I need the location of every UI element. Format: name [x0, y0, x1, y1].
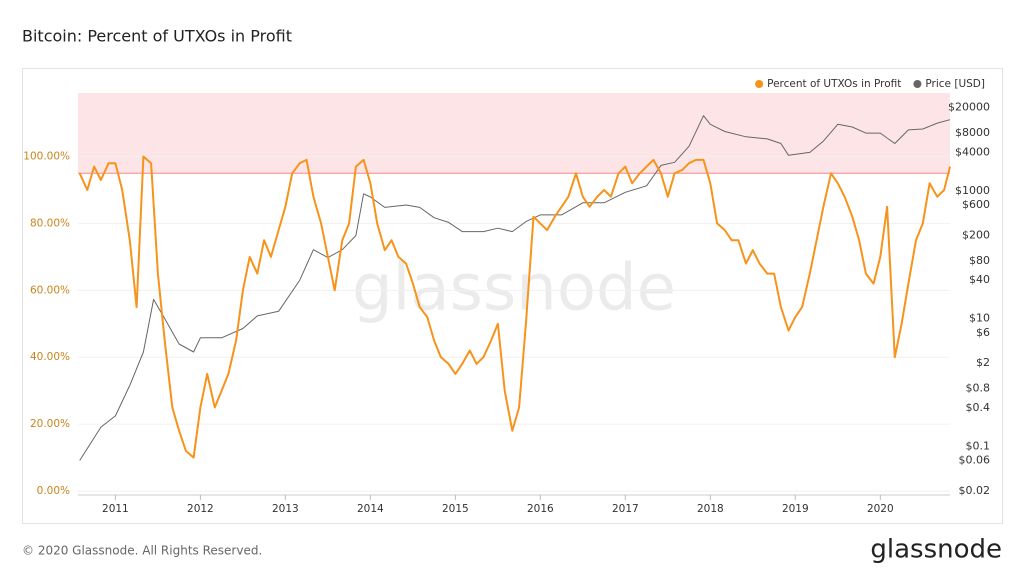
y2-tick-label: $0.02 [959, 484, 991, 497]
y-tick-label: 40.00% [30, 351, 70, 363]
y2-tick-label: $0.4 [966, 401, 991, 414]
x-tick-label: 2013 [272, 503, 299, 515]
y2-tick-label: $2 [976, 356, 990, 369]
y-tick-label: 20.00% [30, 418, 70, 430]
brand-logo: glassnode [870, 535, 1002, 565]
y2-tick-label: $8000 [955, 126, 990, 139]
y2-tick-label: $40 [969, 273, 990, 286]
y2-tick-label: $20000 [948, 101, 990, 114]
y2-tick-label: $200 [962, 228, 990, 241]
y-tick-label: 60.00% [30, 284, 70, 296]
legend-swatch [755, 80, 764, 88]
y2-tick-label: $0.8 [966, 382, 991, 395]
y-tick-label: 100.00% [23, 151, 70, 163]
x-tick-label: 2012 [187, 503, 214, 515]
y2-tick-label: $6 [976, 326, 990, 339]
y2-tick-label: $600 [962, 198, 990, 211]
legend-label: Percent of UTXOs in Profit [767, 78, 901, 90]
x-tick-label: 2020 [867, 503, 894, 515]
y2-tick-label: $0.06 [959, 454, 991, 467]
x-tick-label: 2018 [697, 503, 724, 515]
watermark: glassnode [352, 252, 676, 326]
y2-tick-label: $0.1 [966, 439, 991, 452]
legend-swatch [913, 80, 922, 88]
x-tick-label: 2014 [357, 503, 384, 515]
line-series [78, 155, 951, 459]
y2-tick-label: $80 [969, 254, 990, 267]
x-tick-label: 2011 [102, 503, 129, 515]
legend-label: Price [USD] [925, 78, 985, 90]
highlight-band [78, 93, 950, 174]
line-series [79, 115, 951, 461]
x-tick-label: 2019 [782, 503, 809, 515]
y-tick-label: 0.00% [37, 485, 70, 497]
footer: © 2020 Glassnode. All Rights Reserved. [22, 544, 262, 558]
y2-tick-label: $10 [969, 312, 990, 325]
chart-title: Bitcoin: Percent of UTXOs in Profit [22, 27, 292, 46]
x-tick-label: 2017 [612, 503, 639, 515]
y2-tick-label: $4000 [955, 145, 990, 158]
y-tick-label: 80.00% [30, 217, 70, 229]
x-tick-label: 2015 [442, 503, 469, 515]
y2-tick-label: $1000 [955, 184, 990, 197]
x-tick-label: 2016 [527, 503, 554, 515]
